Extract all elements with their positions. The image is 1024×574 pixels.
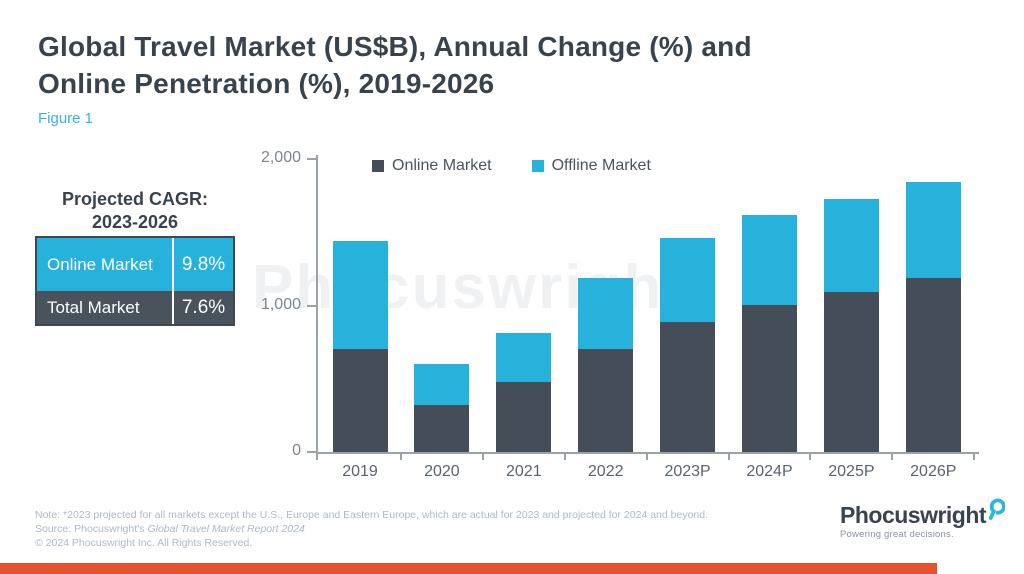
cagr-heading-line2: 2023-2026 [91,212,179,232]
x-axis-label-2023p: 2023P [664,463,711,480]
x-axis-tick [316,454,318,460]
x-axis-label-2025p: 2025P [828,463,875,480]
cagr-total-label: Total Market [37,291,174,324]
x-axis-line [316,452,979,454]
bar-segment-2022-online [578,349,634,452]
footnote-source: Source: Phocuswright’s Global Travel Mar… [35,523,305,535]
y-axis-label: 1,000 [260,295,301,313]
cagr-online-value: 9.8% [181,253,226,275]
cagr-row-online-market: Online Market 9.8% [37,238,233,291]
legend-label: Offline Market [551,157,651,174]
x-axis-label-2024p: 2024P [746,463,793,480]
cagr-online-label: Online Market [37,238,174,291]
x-axis-label-2019: 2019 [342,463,378,480]
figure-label: Figure 1 [38,110,94,127]
legend-item-offline-market: Offline Market [531,157,651,175]
bar-segment-2024p-offline [742,215,797,305]
bar-segment-2023p-online [660,321,716,452]
x-axis-tick [563,454,566,460]
bar-segment-2020-offline [414,364,470,406]
cagr-heading: Projected CAGR: 2023-2026 [30,188,240,234]
footnote-note: Note: *2023 projected for all markets ex… [35,509,708,521]
bar-segment-2020-online [414,405,470,452]
bar-segment-2021-offline [496,333,552,382]
x-axis-tick [645,454,648,460]
logo-tagline: Powering great decisions. [840,529,954,540]
x-axis-label-2026p: 2026P [910,463,957,480]
y-axis-label: 2,000 [260,149,301,166]
bar-segment-2022-offline [578,277,634,350]
legend-swatch [531,160,544,172]
bar-segment-2025p-online [823,291,879,452]
bar-segment-2021-online [496,381,552,452]
x-axis-label-2021: 2021 [506,463,542,480]
y-axis-tick [307,304,316,307]
cagr-row-total-market: Total Market 7.6% [37,291,233,324]
x-axis-tick [809,454,812,460]
page-title: Global Travel Market (US$B), Annual Chan… [38,28,752,102]
bottom-accent-bar [0,563,937,574]
y-axis-line [316,155,318,452]
cagr-total-value: 7.6% [181,296,226,318]
bar-segment-2025p-offline [823,199,879,292]
cagr-table: Online Market 9.8% Total Market 7.6% [35,236,235,326]
footnote-copyright: © 2024 Phocuswright Inc. All Rights Rese… [35,537,253,549]
legend-label: Online Market [392,157,492,174]
x-axis-tick [399,454,402,460]
footnote-source-prefix: Source: Phocuswright’s [35,523,148,535]
logo-wordmark: Phocuswright [840,502,987,528]
bar-segment-2024p-online [742,304,797,452]
x-axis-tick [727,454,730,460]
page-title-line2: Online Penetration (%), 2019-2026 [38,68,495,99]
x-axis-label-2022: 2022 [587,463,624,480]
x-axis-tick [891,454,894,460]
bar-segment-2026p-online [905,277,961,452]
bar-segment-2019-online [332,349,388,452]
x-axis-tick [481,454,484,460]
y-axis-tick [307,158,316,160]
y-axis-tick [307,451,316,453]
bar-segment-2023p-offline [660,238,716,322]
bar-segment-2026p-offline [905,182,961,278]
x-axis-tick [973,454,976,460]
chart-legend: Online Market Offline Market [372,157,651,175]
phocuswright-logo: Phocuswright Powering great decisions. [840,498,1006,540]
logo-curl-icon [987,498,1006,525]
x-axis-label-2020: 2020 [424,463,460,480]
stacked-bar-chart: 0 1,000 2,000 2019 2020 2021 2022 2023P 2024P 202… [261,149,979,480]
bar-segment-2019-offline [332,241,388,350]
page-title-line1: Global Travel Market (US$B), Annual Chan… [38,31,752,62]
cagr-heading-line1: Projected CAGR: [61,189,209,209]
legend-item-online-market: Online Market [372,157,492,175]
y-axis-label: 0 [292,442,301,459]
footnote-source-title: Global Travel Market Report 2024 [147,523,305,535]
legend-swatch [372,160,384,172]
